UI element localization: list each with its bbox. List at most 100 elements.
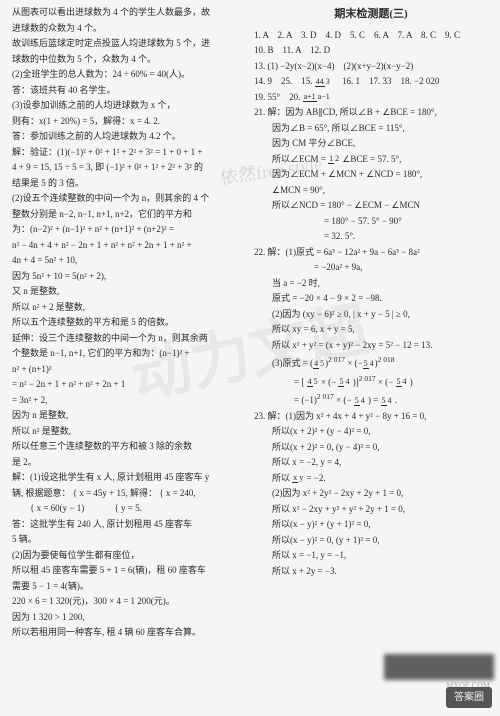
text-line: 为：(n−2)² + (n−1)² + n² + (n+1)² + (n+2)²… bbox=[12, 223, 246, 237]
answer-row: 10. B 11. A 12. D bbox=[254, 44, 488, 58]
text-line: 因为 5n² + 10 = 5(n² + 2), bbox=[12, 270, 246, 284]
eq-e: { y = 5. bbox=[86, 503, 141, 513]
text-line: (2)因为要使每位学生都有座位， bbox=[12, 549, 246, 563]
text-line: 所以 x = −2, y = 4, bbox=[254, 456, 488, 470]
text-line: 因为 1 320 > 1 200, bbox=[12, 611, 246, 625]
equation-system-2: { x = 60(y − 1) { y = 5. bbox=[12, 502, 246, 516]
text-line: ∠MCN = 90°, bbox=[254, 184, 488, 198]
text-line: 故训练后篮球定时定点投篮人均进球数为 5 个，进 bbox=[12, 37, 246, 51]
text: ) = bbox=[368, 395, 381, 405]
text-line: 所以(x − y)² = 0, (y + 1)² = 0, bbox=[254, 534, 488, 548]
text-line: 进球数的众数为 4 个。 bbox=[12, 22, 246, 36]
text-line: 所以五个连续整数的平方和是 5 的倍数。 bbox=[12, 316, 246, 330]
text: ∠BCE = 57. 5°, bbox=[342, 154, 401, 164]
fraction: 54 bbox=[338, 378, 350, 386]
text-line: 需要 5 − 1 = 4(辆)。 bbox=[12, 580, 246, 594]
eq-d: { x = 240, bbox=[159, 488, 195, 498]
text: 所以 bbox=[272, 473, 292, 483]
text: = (−1) bbox=[294, 395, 317, 405]
text-line: n² − 4n + 4 + n² − 2n + 1 + n² + n² + 2n… bbox=[12, 239, 246, 253]
text-line: n² + (n+1)² bbox=[12, 363, 246, 377]
text-line: 21. 解：因为 AB∥CD, 所以∠B + ∠BCE = 180°, bbox=[254, 106, 488, 120]
text-line: 22. 解：(1)原式 = 6a³ − 12a² + 9a − 6a³ − 8a… bbox=[254, 246, 488, 260]
text-line: 延伸：设三个连续整数的中间一个为 n，则其余两 bbox=[12, 332, 246, 346]
text-line: 所以 xy = 6, x + y = 5, bbox=[254, 323, 488, 337]
text-line: (2)全班学生的总人数为：24 ÷ 60% = 40(人)。 bbox=[12, 68, 246, 82]
text: × (− bbox=[321, 377, 336, 387]
text: 14. 9 25. 15. bbox=[254, 76, 315, 86]
text-line: (2)因为 x² + 2y² − 2xy + 2y + 1 = 0, bbox=[254, 487, 488, 501]
text-line: 所以 x² + y² = (x + y)² − 2xy = 5² − 12 = … bbox=[254, 339, 488, 353]
exp: 2 018 bbox=[378, 355, 395, 364]
text-line: 所以 x + 2y = −3. bbox=[254, 565, 488, 579]
text-line: 因为∠ECM + ∠MCN + ∠NCD = 180°, bbox=[254, 168, 488, 182]
text-line: 所以 x = −1, y = −1, bbox=[254, 549, 488, 563]
text-line: 则有：x(1 + 20%) = 5，解得：x = 4. 2. bbox=[12, 115, 246, 129]
text-line: 解：(1)设这批学生有 x 人, 原计划租用 45 座客车 y bbox=[12, 471, 246, 485]
text-line: 又 n 是整数, bbox=[12, 285, 246, 299]
text-line: 所以任意三个连续整数的平方和被 3 除的余数 bbox=[12, 440, 246, 454]
text-line: 所以若租用同一种客车, 租 4 辆 60 座客车合算。 bbox=[12, 626, 246, 640]
text-line: = −20a² + 9a, bbox=[254, 261, 488, 275]
text: × (− bbox=[378, 377, 393, 387]
text-line: 所以租 45 座客车需要 5 + 1 = 6(辆)，租 60 座客车 bbox=[12, 564, 246, 578]
text-line: 因为∠B = 65°, 所以∠BCE = 115°, bbox=[254, 122, 488, 136]
eq-a: { x = 45y + 15, bbox=[73, 488, 128, 498]
text-line: 答：这批学生有 240 人, 原计划租用 45 座客车 bbox=[12, 518, 246, 532]
text-line: 23. 解：(1)因为 x² + 4x + 4 + y² − 8y + 16 =… bbox=[254, 410, 488, 424]
text-line: 因为 CM 平分∠BCE, bbox=[254, 137, 488, 151]
equation-system: 辆, 根据题意： { x = 45y + 15, 解得： { x = 240, bbox=[12, 487, 246, 501]
text-line: 因为 n 是整数, bbox=[12, 409, 246, 423]
fraction: 45 bbox=[307, 378, 319, 386]
eq-c: 解得： bbox=[130, 488, 157, 498]
text: ) bbox=[410, 377, 413, 387]
text-line: 所以 n² + 2 是整数, bbox=[12, 301, 246, 315]
text-line: 解：验证：(1)(−1)² + 0² + 1² + 2² + 3² = 1 + … bbox=[12, 146, 246, 160]
fraction: 54 bbox=[363, 360, 375, 368]
text-line: 答：参加训练之前的人均进球数为 4.2 个。 bbox=[12, 130, 246, 144]
text: 19. 55° 20. bbox=[254, 92, 303, 102]
text: 所以∠ECM = bbox=[272, 154, 328, 164]
exp: 2 017 bbox=[328, 355, 345, 364]
fraction: 45 bbox=[313, 360, 325, 368]
text-line: 所以 xy = −2. bbox=[254, 472, 488, 486]
text-line: 结果是 5 的 3 倍。 bbox=[12, 177, 246, 191]
footer-badge: 答案圈 bbox=[446, 687, 492, 708]
text-line: = n² − 2n + 1 + n² + n² + 2n + 1 bbox=[12, 378, 246, 392]
fraction: 54 bbox=[354, 397, 366, 405]
text-line: 答：该班共有 40 名学生。 bbox=[12, 84, 246, 98]
text-line: 4n + 4 = 5n² + 10, bbox=[12, 254, 246, 268]
text-line: 所以(x + 2)² + (y − 4)² = 0, bbox=[254, 425, 488, 439]
exp: 2 017 bbox=[359, 374, 376, 383]
text-line: 所以 n² 是整数, bbox=[12, 425, 246, 439]
eq-b: { x = 60(y − 1) bbox=[30, 503, 84, 513]
left-column: 从图表可以看出进球数为 4 个的学生人数最多，故 进球数的众数为 4 个。 故训… bbox=[8, 6, 250, 710]
eq-left: 辆, 根据题意： bbox=[12, 488, 71, 498]
text-line: 球数的中位数为 5 个，众数为 4 个。 bbox=[12, 53, 246, 67]
text-line: (2)因为 (xy − 6)² ≥ 0, | x + y − 5 | ≥ 0, bbox=[254, 308, 488, 322]
text-line: (3)设参加训练之前的人均进球数为 x 个， bbox=[12, 99, 246, 113]
text-line: 当 a = −2 时, bbox=[254, 277, 488, 291]
text: = [ bbox=[294, 377, 304, 387]
text: (3)原式 = bbox=[272, 358, 310, 368]
fraction: 443 bbox=[315, 78, 331, 86]
exam-title: 期末检测题(三) bbox=[254, 6, 488, 23]
text-line: 个整数是 n−1, n+1, 它们的平方和为：(n−1)² + bbox=[12, 347, 246, 361]
fraction: a+1a−1 bbox=[303, 93, 331, 101]
text-line: 5 辆。 bbox=[12, 533, 246, 547]
exp: 2 017 bbox=[317, 392, 334, 401]
text-line: 所以 x² − 2xy + y² + y² + 2y + 1 = 0, bbox=[254, 503, 488, 517]
text-line: 从图表可以看出进球数为 4 个的学生人数最多，故 bbox=[12, 6, 246, 20]
text-line: 整数分别是 n−2, n−1, n+1, n+2，它们的平方和 bbox=[12, 208, 246, 222]
expr-line: (3)原式 = (45)2 017 × (−54)2 018 bbox=[254, 354, 488, 371]
text-line: = 3n² + 2, bbox=[12, 394, 246, 408]
text-line: 是 2。 bbox=[12, 456, 246, 470]
text: × bbox=[347, 358, 354, 368]
text: 16. 1 17. 33 18. −2 020 bbox=[333, 76, 439, 86]
text-line: = 32. 5°. bbox=[254, 230, 488, 244]
expr-line: = [ 45 × (− 54 )]2 017 × (− 54 ) bbox=[254, 373, 488, 390]
text: × (− bbox=[336, 395, 351, 405]
blur-overlay bbox=[384, 654, 494, 680]
answer-row: 1. A 2. A 3. D 4. D 5. C 6. A 7. A 8. C … bbox=[254, 29, 488, 43]
text-line: 原式 = −20 × 4 − 9 × 2 = −98. bbox=[254, 292, 488, 306]
